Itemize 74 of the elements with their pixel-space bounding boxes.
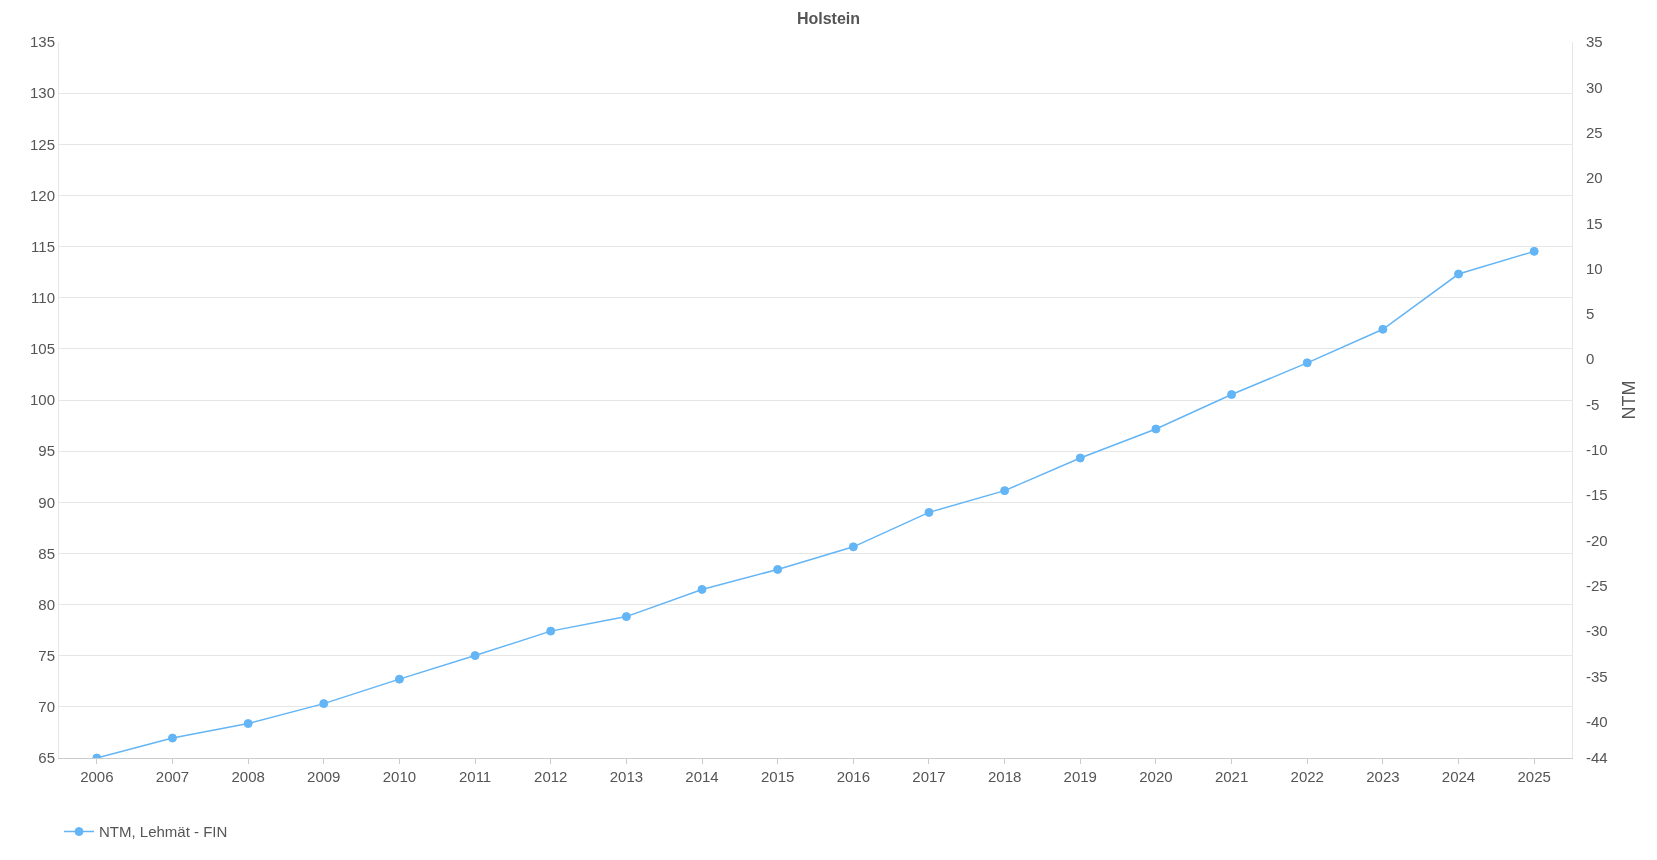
y2-tick-label: -20 — [1586, 531, 1608, 549]
point — [1000, 486, 1010, 496]
y2-tick-label: 25 — [1586, 123, 1603, 141]
y2-tick-label: -40 — [1586, 713, 1608, 730]
y-tick-label: 65 — [38, 749, 55, 767]
y2-tick-label: -5 — [1586, 395, 1600, 413]
point — [848, 542, 858, 552]
point — [546, 626, 556, 636]
legend-label: NTM, Lehmät - FIN — [99, 823, 228, 841]
point — [394, 674, 404, 684]
point — [319, 699, 329, 709]
x-tick-label: 2013 — [609, 768, 644, 785]
point — [773, 564, 783, 574]
x-tick-label: 2023 — [1366, 768, 1400, 785]
point — [924, 507, 934, 517]
point — [1151, 424, 1161, 434]
x-tick-label: 2019 — [1063, 768, 1097, 785]
point — [1075, 453, 1085, 463]
y-tick-label: 110 — [31, 288, 55, 306]
y-tick-label: 135 — [29, 33, 55, 51]
point — [1302, 358, 1312, 368]
y-tick-label: 120 — [29, 186, 55, 204]
y2-axis-title: NTM — [1618, 380, 1639, 420]
x-tick-label: 2020 — [1139, 768, 1173, 785]
y2-tick-label: -44 — [1586, 749, 1608, 767]
y2-tick-label: 30 — [1586, 78, 1603, 96]
x-tick-label: 2009 — [307, 768, 341, 785]
point — [697, 584, 707, 594]
point — [1227, 390, 1237, 400]
x-tick-label: 2024 — [1441, 768, 1476, 785]
x-tick-label: 2016 — [836, 768, 871, 785]
x-tick-label: 2012 — [534, 768, 568, 785]
y2-tick-label: -15 — [1586, 486, 1608, 504]
y-tick-label: 130 — [29, 84, 55, 102]
point — [621, 612, 631, 622]
y-tick-label: 100 — [29, 391, 55, 409]
x-tick-label: 2008 — [231, 768, 265, 785]
y-tick-label: 95 — [38, 442, 55, 460]
y2-tick-label: -30 — [1586, 622, 1608, 640]
y-tick-label: 105 — [29, 340, 55, 358]
y-tick-label: 90 — [38, 493, 55, 511]
point — [1529, 246, 1539, 256]
y2-tick-label: -10 — [1586, 441, 1608, 459]
y2-tick-label: 15 — [1586, 214, 1603, 232]
y2-tick-label: -35 — [1586, 667, 1608, 685]
y2-tick-label: 10 — [1586, 259, 1603, 277]
x-tick-label: 2018 — [987, 768, 1022, 785]
x-tick-label: 2010 — [382, 768, 417, 785]
x-tick-label: 2007 — [155, 768, 190, 785]
y-tick-label: 125 — [29, 135, 55, 153]
y-tick-label: 115 — [31, 237, 55, 255]
x-tick-label: 2025 — [1517, 768, 1551, 785]
y2-tick-label: -25 — [1586, 577, 1608, 595]
point — [470, 651, 480, 661]
y2-tick-label: 0 — [1586, 350, 1595, 368]
y-tick-label: 85 — [38, 544, 55, 562]
x-tick-label: 2011 — [458, 768, 492, 785]
y2-tick-label: 5 — [1586, 305, 1595, 323]
y2-tick-label: 35 — [1586, 33, 1603, 51]
x-tick-label: 2021 — [1214, 768, 1249, 785]
chart-title: Holstein — [796, 10, 861, 28]
y-tick-label: 70 — [38, 698, 55, 716]
point — [1378, 324, 1388, 334]
x-tick-label: 2022 — [1290, 768, 1324, 785]
point — [1454, 269, 1464, 279]
point — [167, 733, 177, 743]
x-tick-label: 2017 — [912, 768, 946, 785]
y-tick-label: 75 — [38, 646, 55, 664]
x-tick-label: 2006 — [80, 768, 114, 785]
y-tick-label: 80 — [38, 595, 55, 613]
point — [243, 719, 253, 729]
y2-tick-label: 20 — [1586, 169, 1603, 187]
x-tick-label: 2014 — [685, 768, 719, 785]
x-tick-label: 2015 — [760, 768, 795, 785]
